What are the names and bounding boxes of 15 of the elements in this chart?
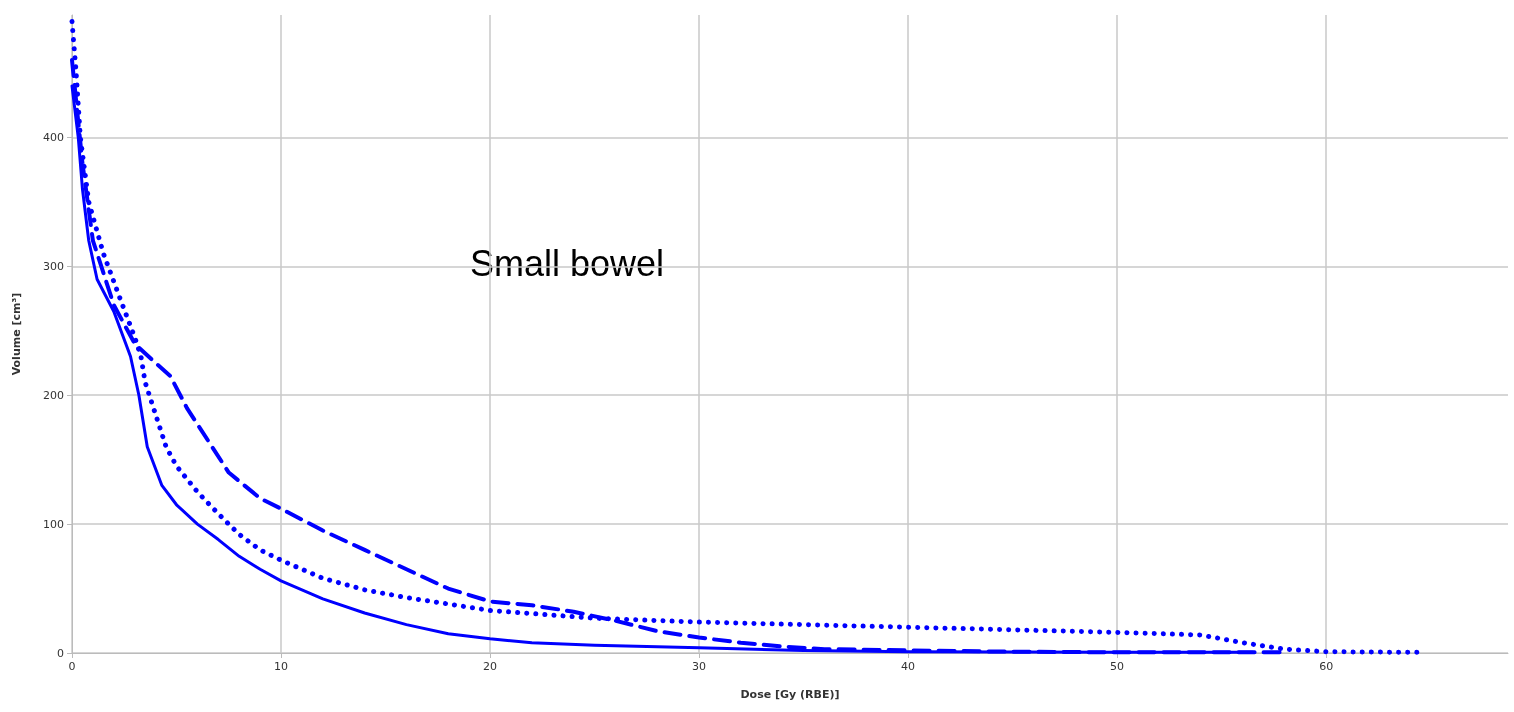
x-tick-label: 0: [68, 660, 76, 673]
x-axis-title: Dose [Gy (RBE)]: [740, 688, 840, 701]
annotation: Small bowel: [470, 242, 665, 284]
y-axis-title: Volume [cm³]: [10, 292, 23, 376]
y-tick-label: 0: [57, 646, 64, 660]
y-tick-label: 200: [43, 388, 64, 402]
y-tick-label: 100: [43, 517, 64, 531]
x-tick-label: 30: [692, 660, 707, 673]
y-tick-label: 400: [43, 130, 64, 144]
x-tick-label: 10: [274, 660, 289, 673]
x-tick-label: 20: [483, 660, 498, 673]
y-tick-label: 300: [43, 259, 64, 273]
x-tick-label: 40: [901, 660, 916, 673]
x-tick-label: 60: [1319, 660, 1334, 673]
x-tick-label: 50: [1110, 660, 1125, 673]
